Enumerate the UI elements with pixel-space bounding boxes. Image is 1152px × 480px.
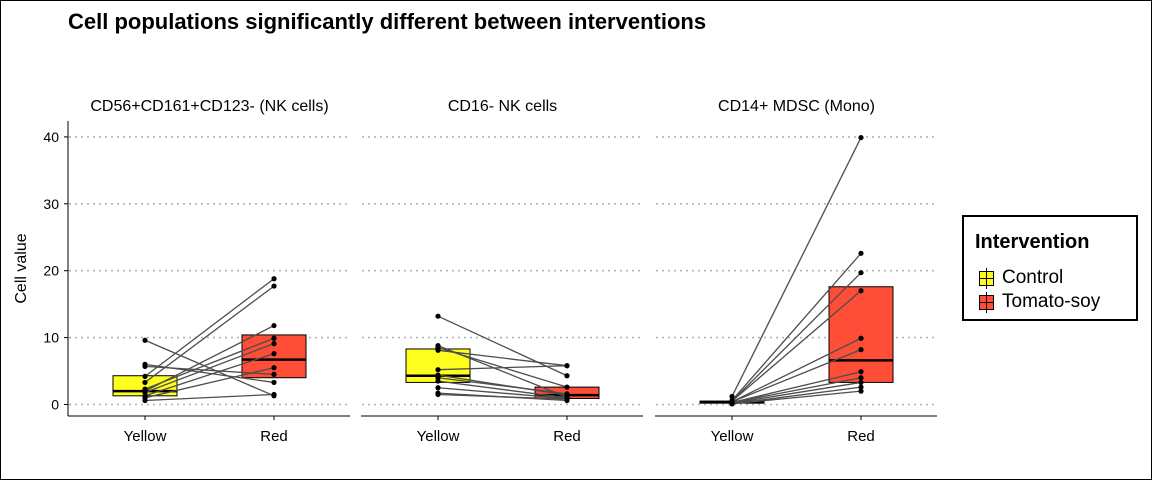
legend-label-tomato-soy: Tomato-soy	[1002, 291, 1101, 312]
pair-line	[731, 137, 862, 397]
y-tick-label: 30	[43, 196, 59, 212]
x-tick-label: Red	[847, 428, 875, 445]
data-point	[271, 341, 277, 347]
box-red	[828, 286, 894, 383]
legend-title: Intervention	[975, 231, 1090, 253]
pair-line	[731, 272, 862, 402]
panel-title: CD56+CD161+CD123- (NK cells)	[90, 98, 328, 115]
data-point	[142, 379, 148, 386]
pair-line	[731, 381, 862, 404]
pair-line	[437, 380, 568, 399]
pair-line	[731, 371, 862, 404]
data-point	[271, 391, 277, 398]
data-point	[271, 365, 277, 371]
pair-line	[731, 252, 862, 401]
data-point	[142, 373, 148, 380]
pair-line	[144, 353, 275, 397]
pair-line	[144, 285, 275, 383]
data-point	[271, 379, 277, 386]
chart-title: Cell populations significantly different…	[68, 9, 707, 34]
panel-3: CD14+ MDSC (Mono) Yellow Red	[655, 98, 937, 445]
legend: Intervention Control Tomato-soy	[962, 215, 1138, 321]
pair-line	[437, 374, 568, 396]
x-tick-label: Yellow	[124, 428, 167, 445]
data-point	[564, 373, 570, 379]
data-point	[564, 391, 570, 397]
data-point	[564, 384, 570, 390]
data-point	[564, 363, 570, 369]
data-point	[271, 335, 277, 341]
pair-line	[437, 365, 568, 371]
y-tick-label: 0	[51, 397, 59, 413]
x-tick-label: Yellow	[711, 428, 754, 445]
y-tick-label: 40	[43, 129, 59, 145]
x-tick-label: Red	[553, 428, 581, 445]
data-point	[858, 384, 864, 390]
data-point	[271, 351, 277, 357]
y-tick-label: 10	[43, 330, 59, 346]
pair-line	[144, 367, 275, 399]
pair-line	[731, 290, 862, 402]
data-point	[858, 375, 864, 381]
data-point	[858, 250, 864, 256]
data-point	[858, 134, 864, 141]
pair-line	[731, 390, 862, 405]
data-point	[435, 378, 441, 384]
pair-line	[437, 377, 568, 395]
data-point	[271, 283, 277, 289]
y-tick-label: 20	[43, 263, 59, 279]
panel-title: CD14+ MDSC (Mono)	[718, 98, 875, 115]
data-point	[858, 288, 864, 294]
data-point	[858, 379, 864, 386]
pair-line	[144, 343, 275, 394]
data-point	[435, 391, 441, 398]
data-point	[729, 401, 735, 407]
legend-label-control: Control	[1002, 267, 1064, 288]
data-point	[435, 385, 441, 391]
pair-line	[731, 349, 862, 403]
pair-line	[144, 393, 275, 402]
data-point	[858, 347, 864, 353]
pair-line	[437, 349, 568, 367]
pair-line	[731, 377, 862, 404]
data-point	[858, 369, 864, 375]
data-point	[858, 388, 864, 394]
data-point	[142, 363, 148, 369]
panel-1: CD56+CD161+CD123- (NK cells) Yellow Red	[68, 98, 350, 445]
data-point	[142, 337, 148, 343]
pair-line	[144, 324, 275, 392]
pair-line	[437, 387, 568, 400]
data-point	[271, 371, 277, 377]
data-point	[142, 397, 148, 404]
panel-2: CD16- NK cells Yellow Red	[361, 98, 643, 445]
data-point	[435, 367, 441, 373]
x-tick-label: Yellow	[417, 428, 460, 445]
y-axis-label: Cell value	[13, 233, 30, 303]
data-point	[729, 393, 735, 400]
data-point	[858, 270, 864, 276]
pair-line	[731, 386, 862, 405]
data-point	[271, 276, 277, 282]
panel-title: CD16- NK cells	[448, 98, 557, 115]
data-point	[271, 322, 277, 329]
pair-line	[731, 337, 862, 403]
legend-key-tomato-soy	[979, 292, 994, 313]
data-point	[435, 347, 441, 353]
legend-key-control	[979, 268, 994, 289]
data-point	[564, 396, 570, 402]
data-point	[858, 335, 864, 341]
data-point	[435, 313, 441, 319]
pair-line	[144, 278, 275, 377]
x-tick-label: Red	[260, 428, 288, 445]
pair-line	[437, 393, 568, 400]
